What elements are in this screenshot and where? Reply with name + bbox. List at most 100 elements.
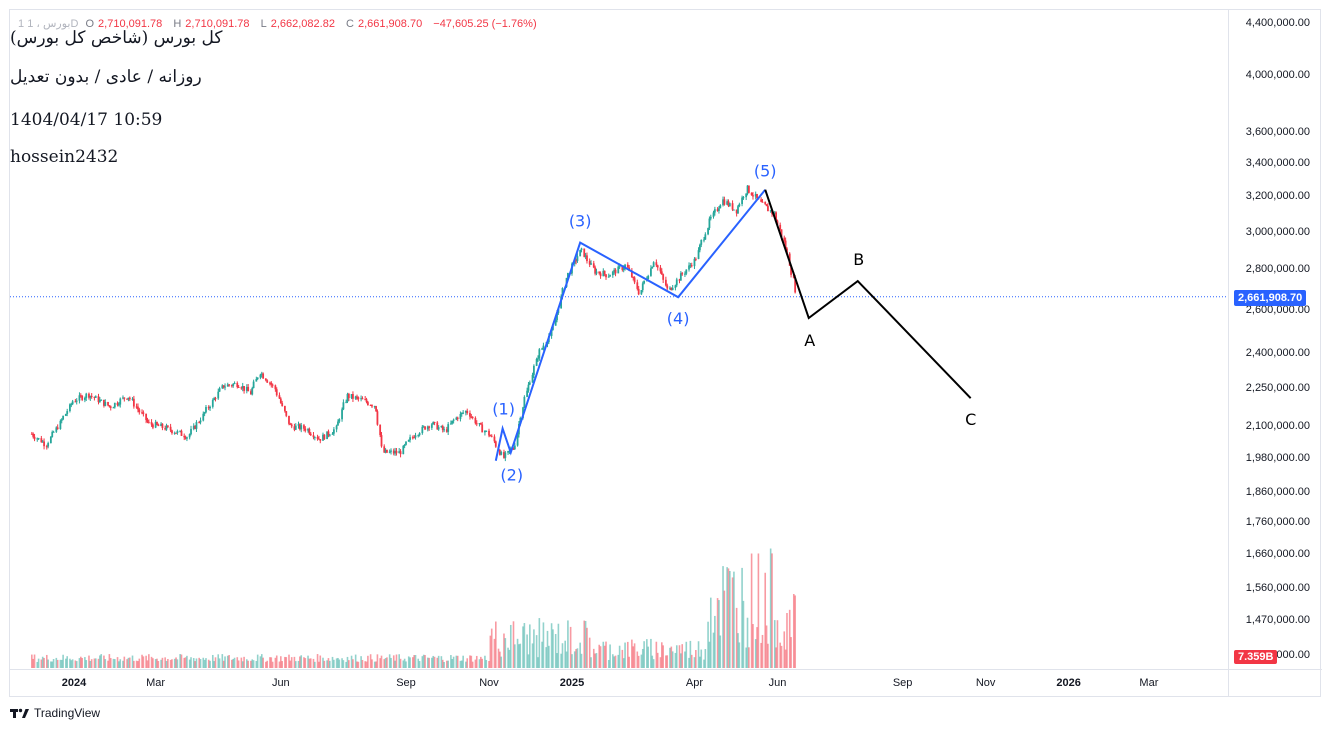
- candle: [266, 379, 269, 383]
- volume-bar: [569, 626, 572, 668]
- volume-bar: [560, 653, 562, 668]
- candle: [300, 422, 303, 433]
- candle: [309, 432, 312, 436]
- candle: [59, 419, 62, 430]
- candle: [145, 413, 148, 424]
- volume-bar: [509, 624, 512, 668]
- volume-bar: [456, 655, 459, 668]
- candle: [428, 425, 431, 431]
- candle: [371, 404, 373, 409]
- annotation-datetime[interactable]: 1404/04/17 10:59: [10, 110, 163, 130]
- candle: [441, 424, 444, 433]
- volume-bar: [422, 654, 425, 668]
- candle: [79, 393, 82, 398]
- symbol-label[interactable]: 1 بورس ، 1D: [18, 18, 79, 30]
- volume-bar: [504, 638, 507, 668]
- volume-bar: [564, 640, 566, 668]
- impulse-wave-line: [494, 189, 766, 461]
- candle: [356, 394, 358, 401]
- volume-bar: [665, 655, 667, 668]
- volume-bar: [190, 657, 192, 668]
- annotation-title[interactable]: کل بورس (شاخص کل بورس): [10, 28, 223, 48]
- volume-bar: [329, 660, 331, 668]
- candle: [737, 205, 739, 214]
- candle: [716, 207, 719, 212]
- volume-bar: [148, 654, 150, 668]
- volume-bar: [211, 654, 214, 668]
- volume-bar: [455, 655, 458, 668]
- volume-bar: [299, 656, 301, 668]
- volume-bar: [788, 609, 791, 668]
- volume-bar: [69, 658, 71, 668]
- candle: [685, 269, 688, 276]
- volume-bar: [247, 660, 249, 668]
- volume-bar: [794, 595, 796, 668]
- volume-bar: [646, 639, 648, 668]
- candle: [752, 192, 754, 200]
- volume-bar: [450, 655, 452, 668]
- candle: [586, 252, 588, 264]
- annotation-author[interactable]: hossein2432: [10, 147, 119, 167]
- candle: [171, 429, 173, 435]
- candle: [399, 449, 402, 458]
- volume-bar: [218, 658, 221, 668]
- volume-bar: [45, 654, 48, 668]
- volume-bar: [243, 656, 245, 668]
- volume-bar: [607, 659, 610, 668]
- candle: [383, 444, 386, 453]
- impulse-wave-label: (3): [569, 212, 592, 231]
- time-tick-label: Apr: [685, 677, 704, 689]
- volume-bar: [580, 653, 583, 668]
- candle: [526, 387, 528, 398]
- volume-bar: [236, 657, 239, 668]
- volume-bar: [662, 645, 664, 668]
- branding-name: TradingView: [34, 706, 101, 720]
- volume-bar: [195, 658, 198, 668]
- candle: [538, 348, 541, 361]
- volume-bar: [541, 641, 543, 668]
- candle: [236, 381, 239, 389]
- candle: [727, 199, 730, 208]
- candle: [398, 447, 401, 454]
- volume-bar: [459, 660, 462, 668]
- volume-bar: [699, 656, 701, 668]
- volume-bar: [602, 641, 605, 668]
- tradingview-branding[interactable]: TradingView: [10, 706, 100, 720]
- volume-bar: [152, 658, 154, 668]
- volume-bar: [252, 660, 255, 668]
- volume-bar: [135, 660, 138, 668]
- candle: [135, 403, 138, 409]
- volume-bar: [192, 658, 195, 668]
- volume-bar: [266, 660, 269, 668]
- candle: [666, 283, 669, 291]
- time-tick-label: Mar: [146, 677, 166, 689]
- candle: [421, 424, 424, 435]
- candle: [259, 373, 262, 380]
- volume-bar: [402, 660, 405, 668]
- volume-bar: [731, 577, 734, 668]
- volume-bar: [655, 641, 658, 668]
- volume-bar: [62, 654, 64, 668]
- candle: [445, 426, 448, 433]
- candle: [98, 397, 101, 403]
- volume-bar: [262, 657, 264, 668]
- volume-bar: [465, 661, 467, 668]
- volume-bar: [202, 657, 205, 668]
- volume-bar: [364, 661, 366, 668]
- volume-bar: [466, 658, 469, 668]
- volume-bar: [493, 638, 496, 668]
- volume-bar: [632, 646, 635, 668]
- volume-bar: [707, 621, 709, 668]
- volume-bar: [538, 618, 541, 668]
- candle: [708, 216, 711, 231]
- volume-bar: [161, 657, 164, 668]
- candle: [636, 279, 639, 291]
- candle: [471, 416, 474, 420]
- volume-bar: [756, 627, 758, 668]
- annotation-subtitle[interactable]: روزانه / عادی / بدون تعدیل: [10, 67, 202, 87]
- candle: [390, 448, 392, 455]
- candle: [700, 239, 703, 248]
- candle: [726, 199, 729, 206]
- volume-bar: [221, 654, 224, 668]
